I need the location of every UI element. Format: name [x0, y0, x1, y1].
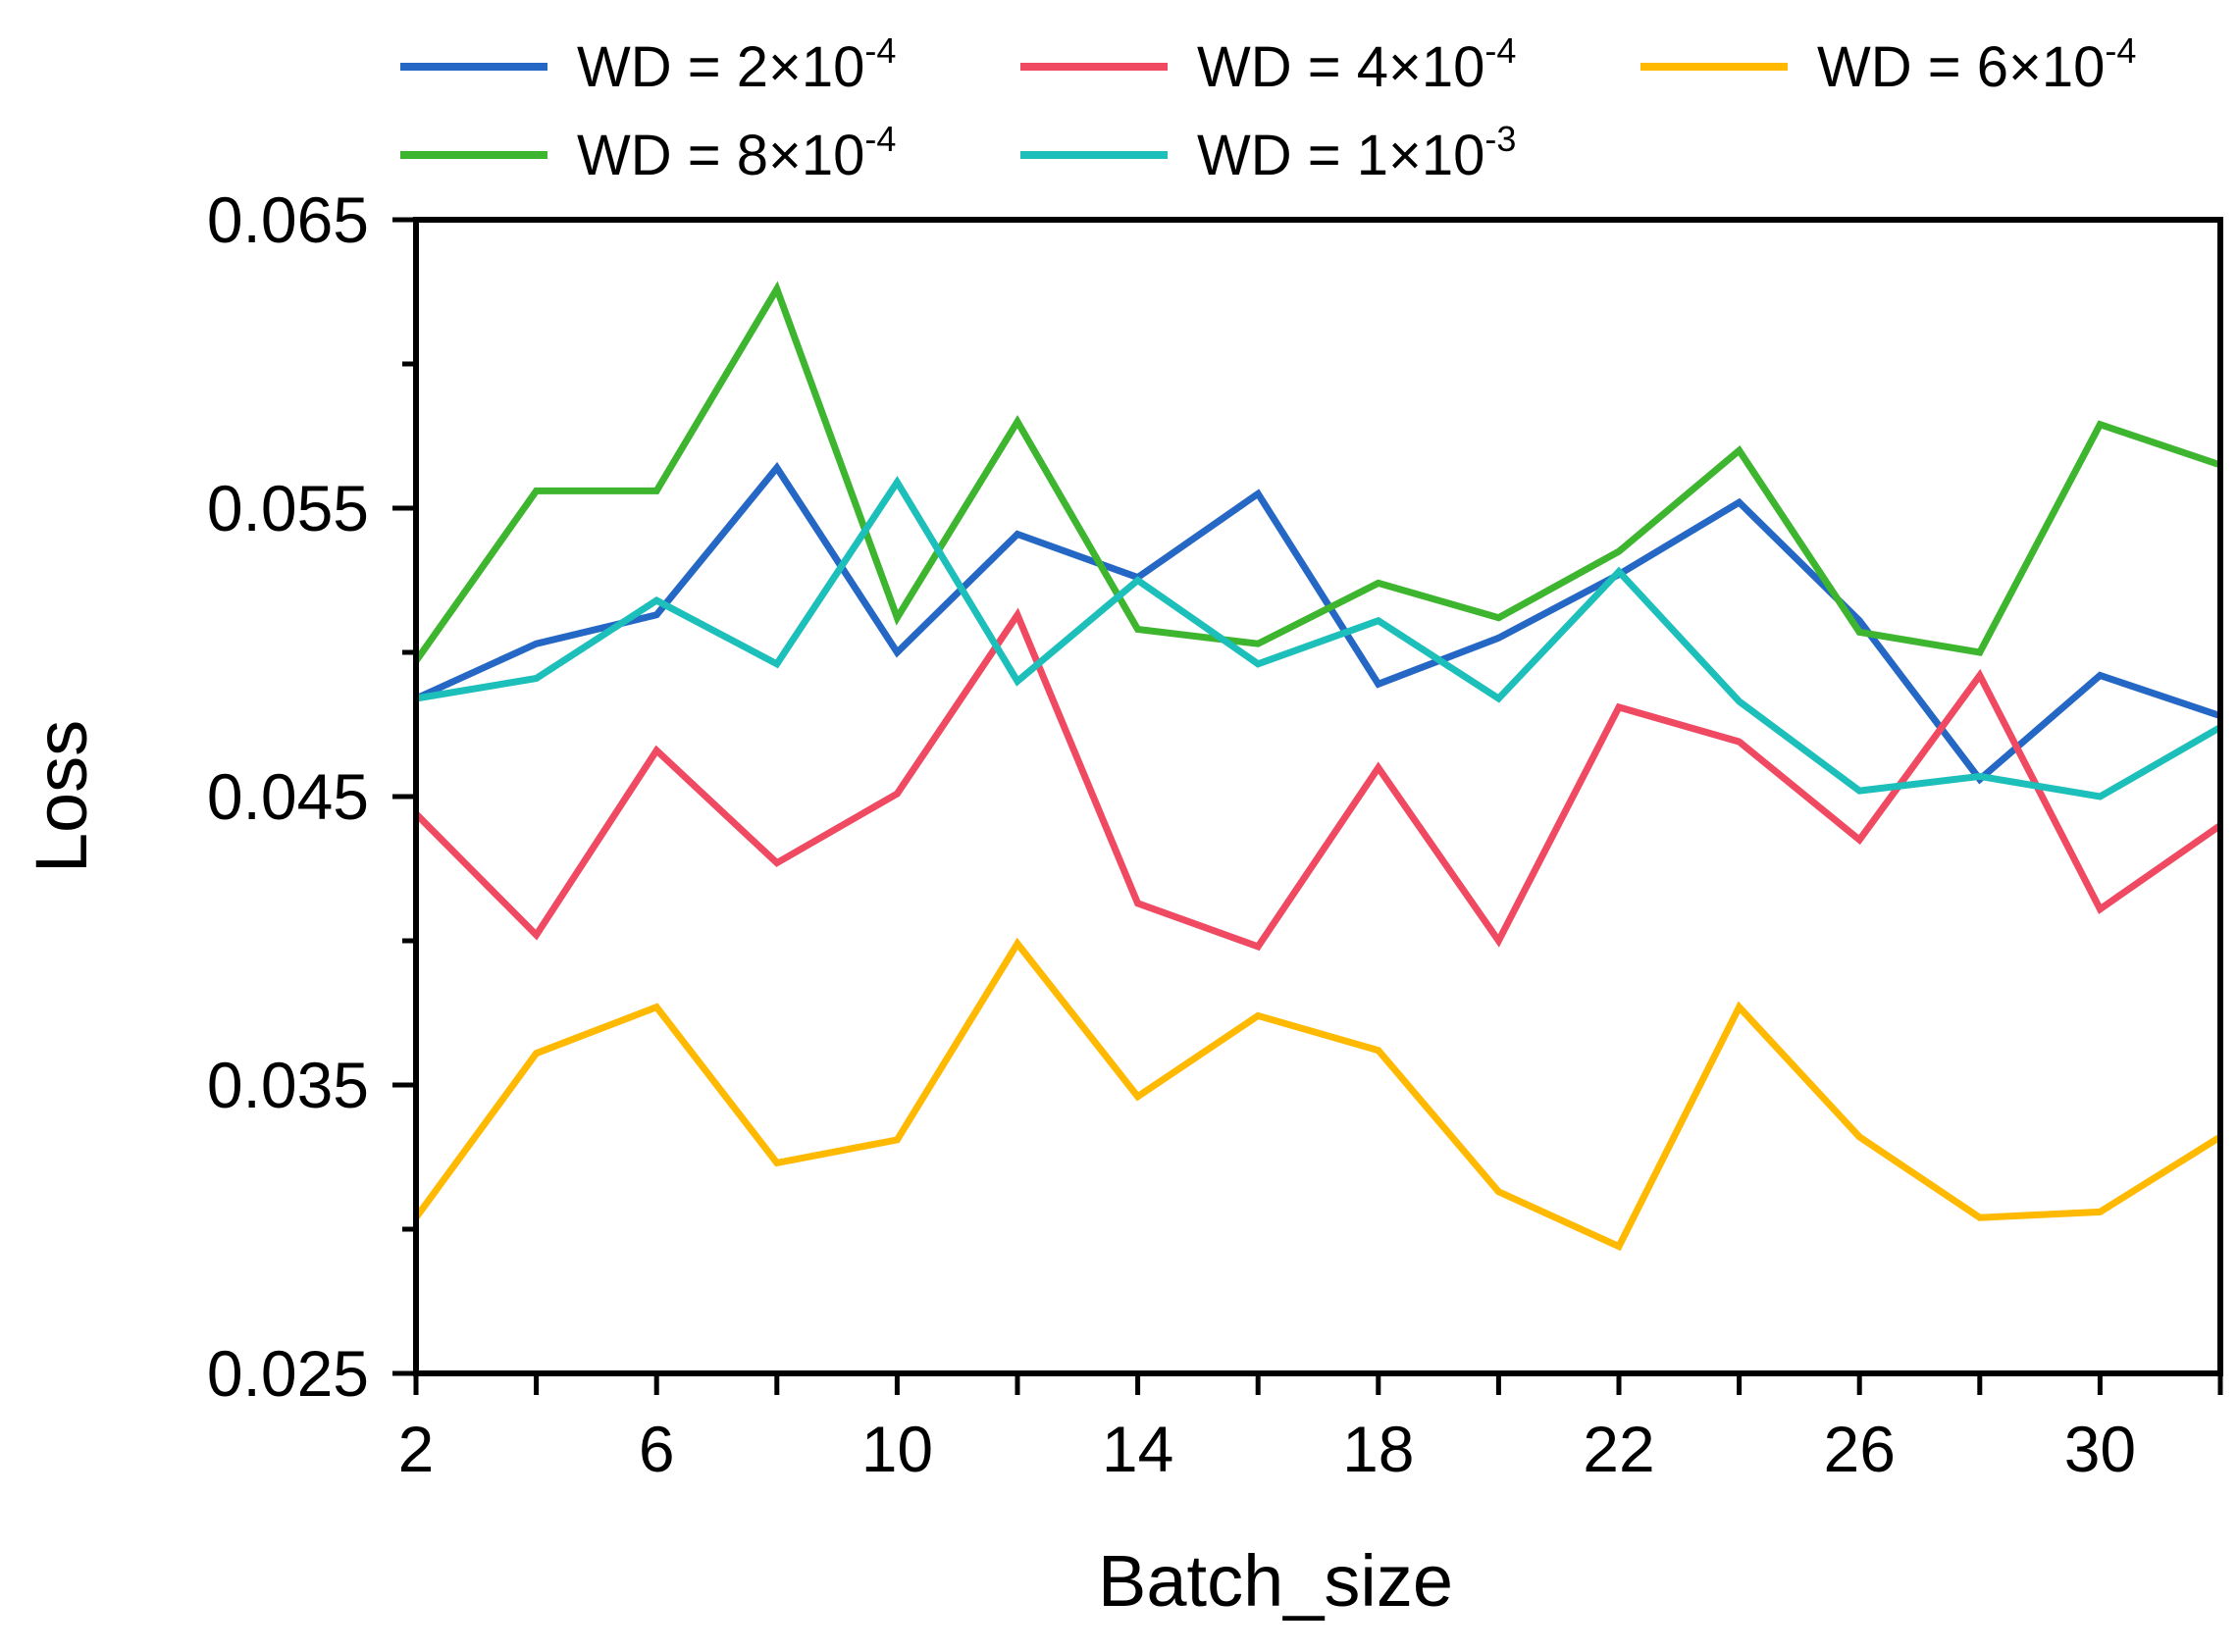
plot-series — [413, 281, 2222, 1252]
legend-item: WD = 4×10-4 — [1020, 30, 1516, 99]
x-tick-label: 6 — [639, 1413, 675, 1485]
x-tick-label: 26 — [1823, 1413, 1895, 1485]
x-tick-label: 14 — [1102, 1413, 1173, 1485]
legend-item: WD = 1×10-3 — [1020, 119, 1516, 187]
x-tick-label: 22 — [1583, 1413, 1654, 1485]
y-axis-label: Loss — [21, 720, 102, 873]
series-line-4 — [413, 281, 2222, 663]
x-tick-label: 2 — [398, 1413, 435, 1485]
y-axis: 0.025 0.035 0.045 0.055 0.065 — [207, 183, 416, 1410]
y-tick-label: 0.045 — [207, 760, 369, 833]
y-tick-label: 0.065 — [207, 183, 369, 256]
legend-item: WD = 2×10-4 — [400, 30, 896, 99]
legend: WD = 2×10-4 WD = 4×10-4 WD = 6×10-4 WD = 8×… — [400, 30, 2136, 187]
legend-label: WD = 6×10-4 — [1817, 30, 2136, 99]
legend-label: WD = 4×10-4 — [1197, 30, 1516, 99]
legend-item: WD = 8×10-4 — [400, 119, 896, 187]
y-tick-label: 0.035 — [207, 1049, 369, 1121]
series-line-3 — [413, 937, 2222, 1252]
x-axis: 2 6 10 14 18 22 26 30 — [398, 1373, 2223, 1485]
series-line-1 — [414, 461, 2222, 785]
y-tick-label: 0.055 — [207, 472, 369, 544]
x-axis-label: Batch_size — [1098, 1540, 1453, 1622]
series-line-2 — [413, 607, 2222, 952]
x-tick-label: 18 — [1342, 1413, 1414, 1485]
series-line-5 — [415, 475, 2222, 800]
legend-label: WD = 2×10-4 — [577, 30, 896, 99]
legend-label: WD = 1×10-3 — [1197, 119, 1516, 187]
legend-label: WD = 8×10-4 — [577, 119, 896, 187]
x-tick-label: 30 — [2064, 1413, 2136, 1485]
y-tick-label: 0.025 — [207, 1337, 369, 1410]
x-tick-label: 10 — [861, 1413, 933, 1485]
legend-item: WD = 6×10-4 — [1640, 30, 2136, 99]
